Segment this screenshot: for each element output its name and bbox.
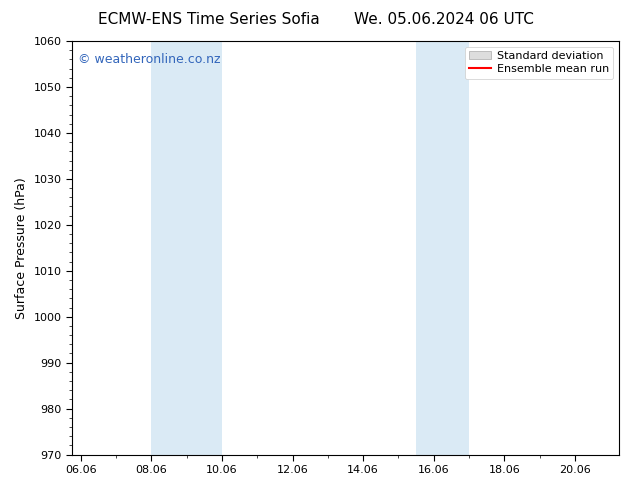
- Text: © weatheronline.co.nz: © weatheronline.co.nz: [77, 53, 220, 67]
- Bar: [416, 41, 469, 455]
- Text: We. 05.06.2024 06 UTC: We. 05.06.2024 06 UTC: [354, 12, 534, 27]
- Y-axis label: Surface Pressure (hPa): Surface Pressure (hPa): [15, 177, 28, 318]
- Legend: Standard deviation, Ensemble mean run: Standard deviation, Ensemble mean run: [465, 47, 614, 79]
- Bar: [152, 41, 222, 455]
- Text: ECMW-ENS Time Series Sofia: ECMW-ENS Time Series Sofia: [98, 12, 320, 27]
